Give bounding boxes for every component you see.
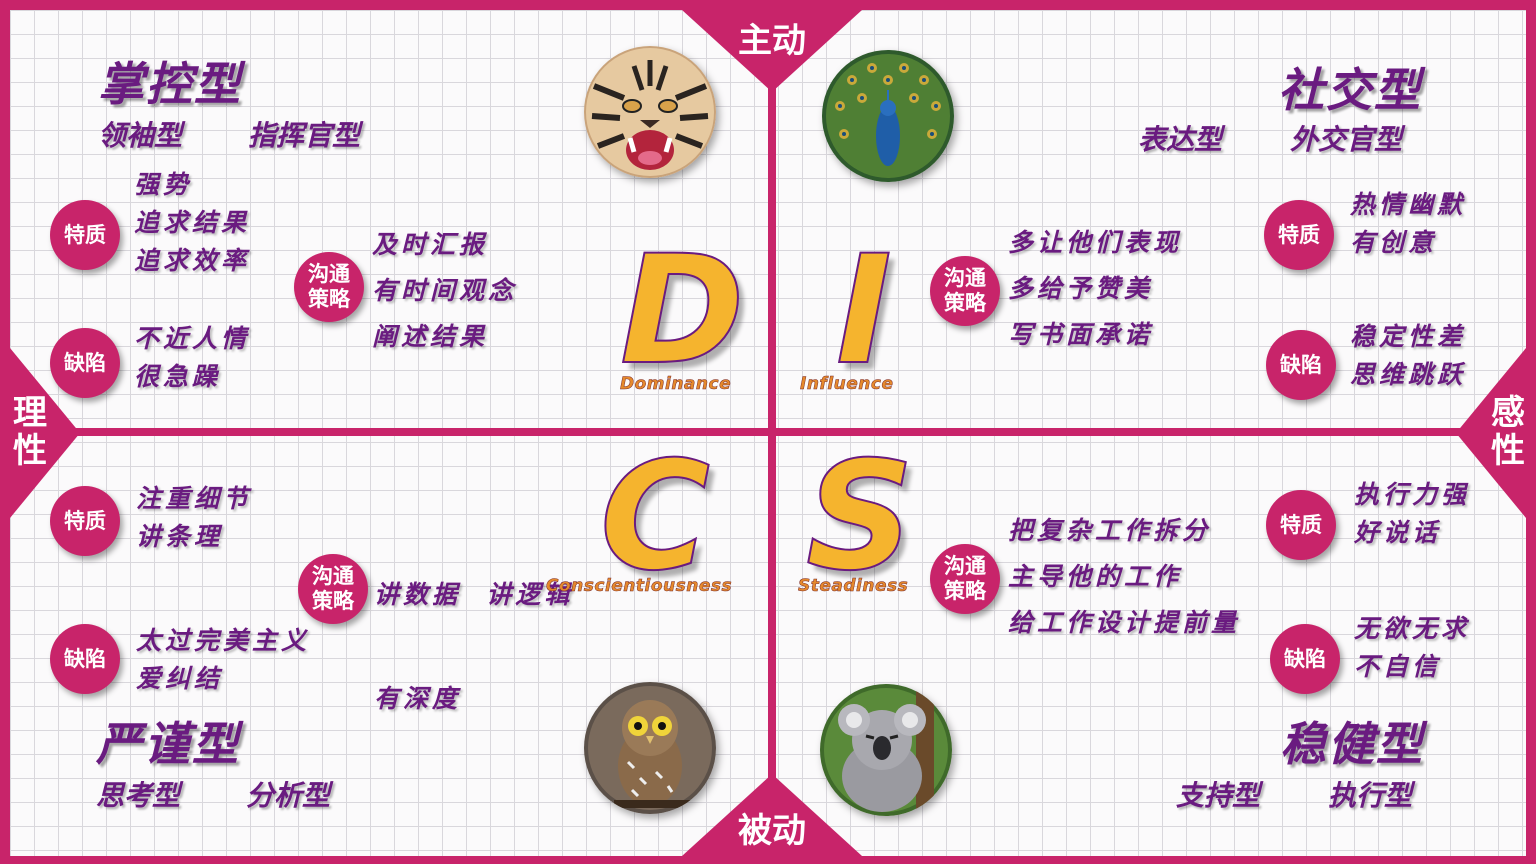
s-english: Steadiness bbox=[798, 576, 909, 597]
i-traits-list: 热情幽默 有创意 bbox=[1350, 186, 1466, 262]
i-defects-list: 稳定性差 思维跳跃 bbox=[1350, 318, 1466, 394]
koala-icon bbox=[820, 684, 952, 816]
axis-label-emotional: 感性 bbox=[1491, 393, 1525, 471]
d-english: Dominance bbox=[620, 374, 732, 395]
owl-icon bbox=[584, 682, 716, 814]
i-strategy-list: 多让他们表现 多给予赞美 写书面承诺 bbox=[1008, 220, 1182, 358]
s-title: 稳健型 bbox=[1280, 717, 1424, 771]
s-traits-badge: 特质 bbox=[1266, 490, 1336, 560]
c-defects-list: 太过完美主义 爱纠结 bbox=[136, 622, 310, 698]
i-alias-1: 表达型 bbox=[1138, 123, 1223, 156]
list-item: 多让他们表现 bbox=[1008, 228, 1183, 257]
axis-label-passive: 被动 bbox=[738, 811, 806, 851]
s-alias-1: 支持型 bbox=[1176, 779, 1261, 812]
list-item: 好说话 bbox=[1354, 518, 1442, 547]
list-item: 给工作设计提前量 bbox=[1008, 608, 1241, 637]
d-letter: D bbox=[619, 224, 746, 398]
c-letter: C bbox=[599, 430, 711, 604]
s-strategy-badge: 沟通策略 bbox=[930, 544, 1000, 614]
d-strategy-list: 及时汇报 有时间观念 阐述结果 bbox=[372, 222, 517, 360]
c-strategy-badge: 沟通策略 bbox=[298, 554, 368, 624]
s-traits-list: 执行力强 好说话 bbox=[1354, 476, 1470, 552]
s-strategy-list: 把复杂工作拆分 主导他的工作 给工作设计提前量 bbox=[1008, 508, 1240, 646]
list-item: 不近人情 bbox=[134, 324, 251, 353]
list-item: 有创意 bbox=[1350, 228, 1438, 257]
list-item: 及时汇报 bbox=[372, 230, 489, 259]
list-item: 强势 bbox=[134, 170, 193, 199]
d-alias-2: 指挥官型 bbox=[248, 119, 361, 152]
list-item: 无欲无求 bbox=[1354, 614, 1471, 643]
disc-board: 主动 被动 理性 感性 掌控型 领袖型 指挥官型 特质 强势 追求结果 追求效率… bbox=[10, 10, 1526, 856]
i-english: Influence bbox=[800, 374, 894, 395]
list-item: 有深度 bbox=[374, 684, 462, 713]
d-defects-badge: 缺陷 bbox=[50, 328, 120, 398]
d-traits-list: 强势 追求结果 追求效率 bbox=[134, 166, 250, 280]
s-defects-list: 无欲无求 不自信 bbox=[1354, 610, 1470, 686]
list-item: 注重细节 bbox=[136, 484, 253, 513]
list-item: 追求效率 bbox=[134, 246, 251, 275]
c-title: 严谨型 bbox=[96, 717, 240, 771]
axis-label-rational: 理性 bbox=[13, 393, 47, 471]
d-defects-list: 不近人情 很急躁 bbox=[134, 320, 250, 396]
list-item: 主导他的工作 bbox=[1008, 562, 1183, 591]
horizontal-divider bbox=[10, 428, 1526, 436]
list-item: 太过完美主义 bbox=[136, 626, 311, 655]
list-item: 阐述结果 bbox=[372, 322, 489, 351]
d-alias-1: 领袖型 bbox=[98, 119, 183, 152]
list-item: 有时间观念 bbox=[372, 276, 518, 305]
list-item: 讲数据 讲逻辑 bbox=[374, 580, 574, 609]
list-item: 执行力强 bbox=[1354, 480, 1471, 509]
peacock-icon bbox=[822, 50, 954, 182]
c-alias-2: 分析型 bbox=[246, 779, 331, 812]
list-item: 很急躁 bbox=[134, 362, 222, 391]
i-traits-badge: 特质 bbox=[1264, 200, 1334, 270]
c-strategy-list: 讲数据 讲逻辑 有深度 bbox=[374, 514, 573, 780]
list-item: 把复杂工作拆分 bbox=[1008, 516, 1212, 545]
list-item: 追求结果 bbox=[134, 208, 251, 237]
c-traits-list: 注重细节 讲条理 bbox=[136, 480, 252, 556]
s-defects-badge: 缺陷 bbox=[1270, 624, 1340, 694]
s-letter: S bbox=[805, 430, 915, 604]
i-alias-2: 外交官型 bbox=[1290, 123, 1403, 156]
list-item: 不自信 bbox=[1354, 652, 1442, 681]
c-traits-badge: 特质 bbox=[50, 486, 120, 556]
axis-label-active: 主动 bbox=[738, 21, 806, 61]
list-item: 讲条理 bbox=[136, 522, 224, 551]
d-title: 掌控型 bbox=[98, 57, 242, 111]
list-item: 思维跳跃 bbox=[1350, 360, 1467, 389]
list-item: 热情幽默 bbox=[1350, 190, 1467, 219]
s-alias-2: 执行型 bbox=[1328, 779, 1413, 812]
d-traits-badge: 特质 bbox=[50, 200, 120, 270]
list-item: 爱纠结 bbox=[136, 664, 224, 693]
d-strategy-badge: 沟通策略 bbox=[294, 252, 364, 322]
i-strategy-badge: 沟通策略 bbox=[930, 256, 1000, 326]
list-item: 稳定性差 bbox=[1350, 322, 1467, 351]
list-item: 多给予赞美 bbox=[1008, 274, 1154, 303]
c-alias-1: 思考型 bbox=[96, 779, 181, 812]
i-defects-badge: 缺陷 bbox=[1266, 330, 1336, 400]
c-english: Conscientiousness bbox=[546, 576, 733, 597]
tiger-icon bbox=[584, 46, 716, 178]
c-defects-badge: 缺陷 bbox=[50, 624, 120, 694]
list-item: 写书面承诺 bbox=[1008, 320, 1154, 349]
i-title: 社交型 bbox=[1278, 63, 1422, 117]
i-letter: I bbox=[835, 224, 893, 398]
